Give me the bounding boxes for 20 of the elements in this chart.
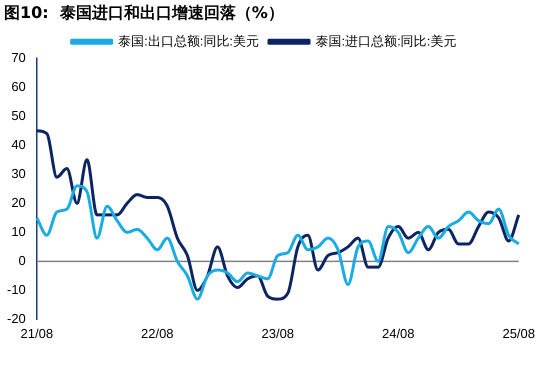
y-tick-label: 70: [11, 50, 26, 65]
chart-title: 图10: 泰国进口和出口增速回落（%）: [4, 2, 284, 22]
y-tick-label: 20: [11, 194, 26, 210]
x-tick-label: 25/08: [502, 326, 536, 341]
y-tick-label: 50: [11, 108, 26, 123]
y-tick-label: 40: [11, 136, 26, 152]
x-tick-label: 23/08: [261, 326, 294, 341]
y-tick-label: 60: [11, 78, 26, 94]
y-tick-label: 10: [11, 224, 26, 239]
y-tick-label: -20: [6, 310, 26, 326]
y-tick-label: 0: [18, 252, 26, 268]
line-series: [35, 129, 520, 301]
legend-label: 泰国:进口总额:同比:美元: [316, 33, 456, 48]
y-tick-label: 30: [11, 166, 26, 181]
y-tick-label: -10: [6, 282, 26, 297]
x-tick-label: 21/08: [20, 326, 54, 341]
legend-label: 泰国:出口总额:同比:美元: [118, 33, 260, 48]
line-series: [35, 184, 520, 301]
x-tick-label: 24/08: [382, 326, 415, 341]
x-tick-label: 22/08: [141, 326, 174, 341]
